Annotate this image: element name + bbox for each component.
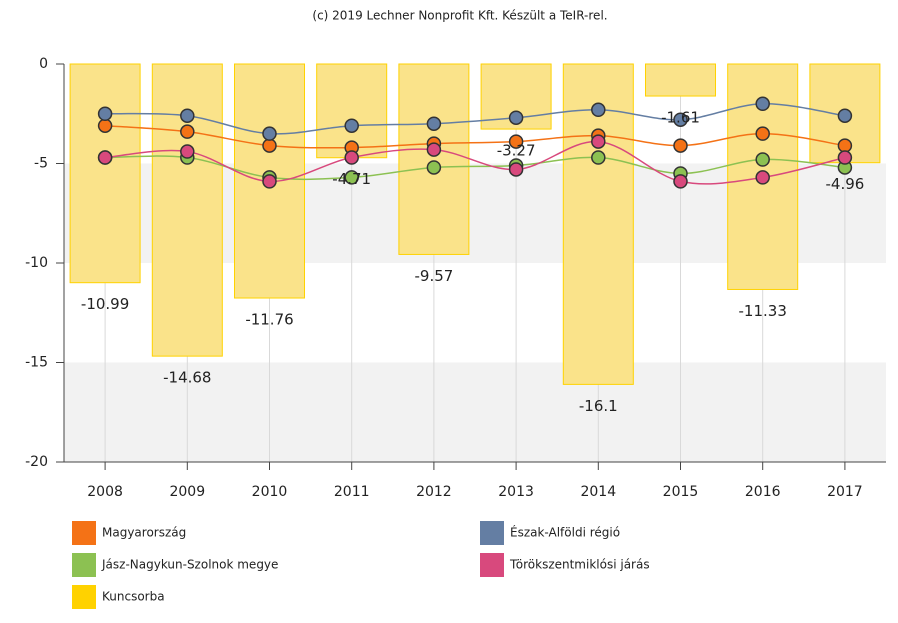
bar <box>69 63 141 284</box>
point <box>344 170 359 185</box>
point <box>591 134 606 149</box>
point <box>97 106 113 121</box>
bar-label: -4.96 <box>825 175 864 193</box>
point <box>755 152 770 167</box>
point <box>755 126 770 141</box>
y-tick-label: -10 <box>25 255 48 271</box>
point <box>673 174 688 189</box>
point <box>673 138 688 153</box>
x-tick-label: 2008 <box>87 484 123 500</box>
point <box>837 150 853 165</box>
line <box>105 140 846 185</box>
point <box>673 112 688 127</box>
point <box>508 134 524 149</box>
point <box>837 138 853 153</box>
x-tick-label: 2011 <box>334 484 370 500</box>
bar-label: -10.99 <box>81 295 129 313</box>
y-tick-label: -15 <box>25 355 48 371</box>
point <box>180 144 195 159</box>
line <box>105 124 846 149</box>
point <box>426 142 442 157</box>
legend-swatch <box>72 521 96 545</box>
legend-swatch <box>480 553 504 577</box>
legend-label: Törökszentmiklósi járás <box>509 558 650 572</box>
line <box>105 103 846 135</box>
bar <box>398 63 470 255</box>
y-tick-label: -5 <box>34 156 48 172</box>
bar-label: -4.71 <box>332 170 371 188</box>
grid-band <box>64 362 886 462</box>
bar-label: -1.61 <box>661 109 700 127</box>
point <box>426 116 442 131</box>
x-tick-label: 2009 <box>169 484 205 500</box>
point <box>508 110 524 125</box>
point <box>344 118 359 133</box>
y-tick-label: 0 <box>39 56 48 72</box>
bar-label: -11.76 <box>245 311 293 329</box>
legend-swatch <box>72 553 96 577</box>
point <box>262 174 277 189</box>
bar-label: -16.1 <box>579 397 618 415</box>
bar-label: -11.33 <box>739 302 787 320</box>
point <box>426 160 442 175</box>
bar-label: -3.27 <box>497 142 536 160</box>
legend-label: Kuncsorba <box>102 590 165 604</box>
point <box>837 108 853 123</box>
point <box>591 150 606 165</box>
legend-label: Jász-Nagykun-Szolnok megye <box>101 558 278 572</box>
point <box>180 124 195 139</box>
point <box>262 126 277 141</box>
point <box>755 96 770 112</box>
point <box>591 102 606 118</box>
point <box>262 138 277 153</box>
x-tick-label: 2015 <box>663 484 699 500</box>
chart-title: (c) 2019 Lechner Nonprofit Kft. Készült … <box>312 9 607 23</box>
bar <box>645 63 716 97</box>
bar-label: -14.68 <box>163 369 211 387</box>
point <box>508 162 524 177</box>
point <box>344 150 359 165</box>
legend-swatch <box>72 585 96 609</box>
x-tick-label: 2017 <box>827 484 863 500</box>
bar <box>562 63 634 385</box>
x-tick-label: 2010 <box>252 484 288 500</box>
point <box>97 150 113 165</box>
legend-label: Magyarország <box>102 526 186 540</box>
bar-label: -9.57 <box>414 267 453 285</box>
y-tick-label: -20 <box>25 454 48 470</box>
x-tick-label: 2013 <box>498 484 534 500</box>
point <box>180 108 195 123</box>
x-tick-label: 2014 <box>580 484 616 500</box>
x-tick-label: 2016 <box>745 484 781 500</box>
x-tick-label: 2012 <box>416 484 452 500</box>
legend-swatch <box>480 521 504 545</box>
point <box>755 170 770 185</box>
bar <box>151 63 223 357</box>
legend-label: Észak-Alföldi régió <box>510 525 620 540</box>
point <box>97 118 113 133</box>
